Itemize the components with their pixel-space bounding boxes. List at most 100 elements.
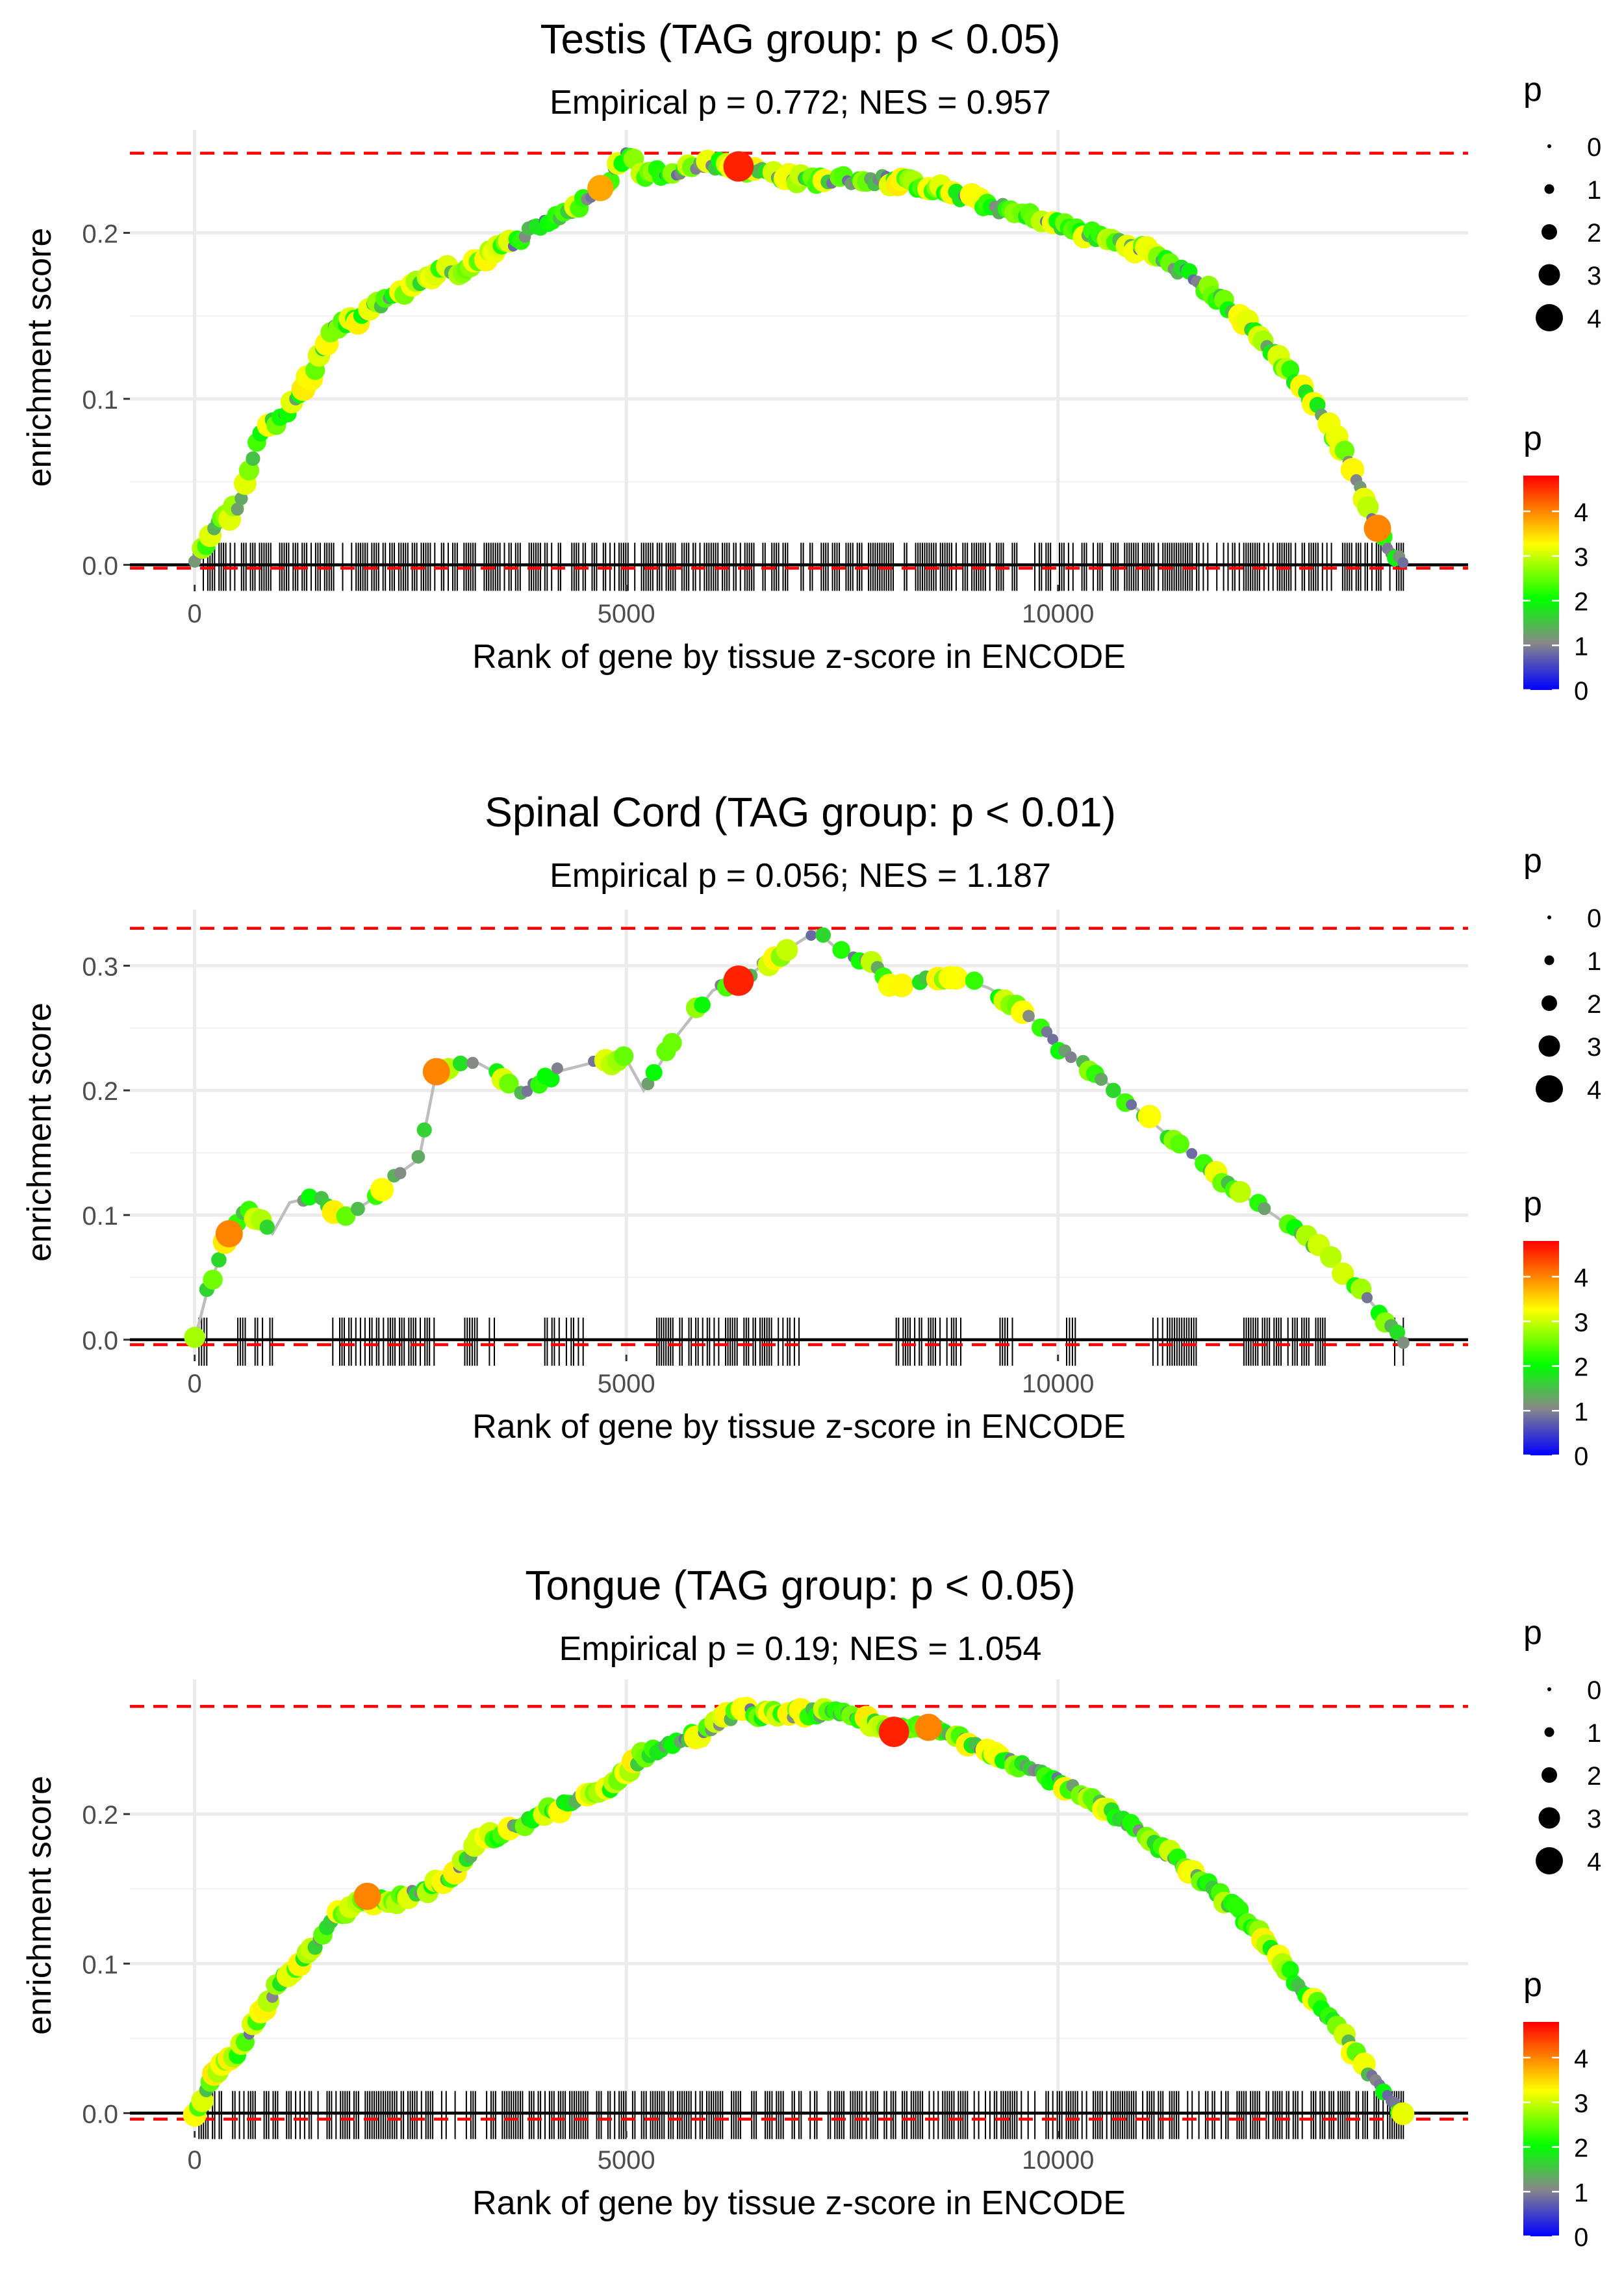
gene-point bbox=[184, 1327, 206, 1348]
gene-point bbox=[965, 971, 983, 990]
color-legend-label: 4 bbox=[1574, 2045, 1588, 2073]
color-legend-label: 0 bbox=[1574, 1442, 1588, 1471]
y-tick-label: 0.0 bbox=[82, 1327, 118, 1355]
size-legend-label: 0 bbox=[1587, 133, 1601, 162]
gene-point bbox=[1258, 1202, 1271, 1216]
gene-point bbox=[1357, 496, 1379, 518]
color-legend-title: p bbox=[1523, 1185, 1542, 1223]
gene-point bbox=[1022, 1010, 1035, 1023]
chart-panel-2: Spinal Cord (TAG group: p < 0.01) Empiric… bbox=[21, 789, 1601, 1471]
gene-point bbox=[832, 941, 850, 959]
gene-point bbox=[336, 1206, 356, 1226]
gene-point bbox=[1186, 1148, 1198, 1159]
gene-point bbox=[416, 1122, 432, 1138]
size-legend-label: 3 bbox=[1587, 262, 1601, 290]
color-legend-label: 3 bbox=[1574, 2089, 1588, 2118]
color-legend-label: 3 bbox=[1574, 1309, 1588, 1337]
gene-point bbox=[1047, 1034, 1059, 1045]
gene-point bbox=[944, 966, 968, 990]
color-legend-label: 0 bbox=[1574, 677, 1588, 706]
y-tick-label: 0.2 bbox=[82, 220, 118, 248]
chart-title: Tongue (TAG group: p < 0.05) bbox=[525, 1562, 1075, 1609]
chart-subtitle: Empirical p = 0.056; NES = 1.187 bbox=[550, 857, 1051, 895]
y-tick-label: 0.3 bbox=[82, 952, 118, 981]
color-legend-title: p bbox=[1523, 1966, 1542, 2004]
x-tick-label: 0 bbox=[188, 600, 202, 628]
gene-point bbox=[1361, 1292, 1373, 1303]
y-axis-label: enrichment score bbox=[21, 1776, 58, 2035]
highlight-gene-point bbox=[915, 1713, 943, 1741]
color-legend-label: 1 bbox=[1574, 2178, 1588, 2207]
y-tick-label: 0.0 bbox=[82, 552, 118, 580]
chart-panel-3: Tongue (TAG group: p < 0.05) Empirical p … bbox=[21, 1562, 1601, 2252]
gene-point bbox=[614, 1046, 634, 1066]
gene-point bbox=[1095, 1073, 1108, 1086]
color-legend-label: 4 bbox=[1574, 1264, 1588, 1292]
gene-point bbox=[1065, 1051, 1077, 1064]
highlight-gene-point bbox=[723, 965, 754, 996]
color-legend-title: p bbox=[1523, 420, 1542, 457]
gene-point bbox=[211, 1252, 227, 1268]
gene-rank-ticks bbox=[203, 543, 1404, 591]
size-legend-key bbox=[1547, 915, 1551, 919]
y-axis-label: enrichment score bbox=[21, 1003, 58, 1262]
enrichment-points bbox=[183, 1696, 1415, 2127]
gene-point bbox=[815, 927, 831, 943]
highlight-gene-point bbox=[353, 1882, 381, 1910]
color-legend-label: 1 bbox=[1574, 632, 1588, 661]
size-legend-key bbox=[1547, 1687, 1551, 1691]
x-axis-label: Rank of gene by tissue z-score in ENCODE bbox=[472, 2184, 1126, 2222]
size-legend-title: p bbox=[1523, 842, 1542, 880]
x-axis-label: Rank of gene by tissue z-score in ENCODE bbox=[472, 1408, 1126, 1446]
gene-point bbox=[370, 1177, 394, 1202]
gene-point bbox=[1320, 1246, 1342, 1268]
highlight-gene-point bbox=[422, 1058, 450, 1086]
enrichment-line bbox=[193, 928, 1405, 1341]
x-axis-label: Rank of gene by tissue z-score in ENCODE bbox=[472, 638, 1126, 676]
size-legend-key bbox=[1542, 224, 1557, 240]
size-legend-title: p bbox=[1523, 71, 1542, 109]
color-legend-label: 2 bbox=[1574, 588, 1588, 617]
gene-point bbox=[806, 930, 817, 941]
x-tick-label: 10000 bbox=[1022, 1370, 1094, 1398]
y-tick-label: 0.1 bbox=[82, 1950, 118, 1979]
gene-point bbox=[235, 492, 248, 505]
gene-point bbox=[1137, 1105, 1161, 1129]
x-tick-label: 5000 bbox=[598, 1370, 655, 1398]
size-legend-label: 2 bbox=[1587, 219, 1601, 248]
enrichment-points bbox=[184, 927, 1410, 1349]
size-legend-label: 1 bbox=[1587, 1719, 1601, 1748]
size-legend-label: 4 bbox=[1587, 305, 1601, 333]
size-legend: p 0 1 2 3 4 bbox=[1523, 71, 1601, 333]
size-legend-label: 3 bbox=[1587, 1805, 1601, 1833]
size-legend-key bbox=[1542, 995, 1557, 1011]
gene-point bbox=[1397, 1336, 1410, 1349]
gene-point bbox=[694, 996, 711, 1014]
size-legend-label: 2 bbox=[1587, 1762, 1601, 1791]
color-legend-label: 0 bbox=[1574, 2223, 1588, 2252]
color-legend-bar bbox=[1523, 1241, 1559, 1455]
gene-rank-ticks bbox=[198, 2091, 1404, 2140]
x-tick-label: 0 bbox=[188, 1370, 202, 1398]
y-tick-label: 0.2 bbox=[82, 1801, 118, 1830]
color-legend-label: 3 bbox=[1574, 543, 1588, 572]
size-legend-key bbox=[1536, 304, 1563, 331]
gene-point bbox=[776, 939, 798, 962]
x-tick-label: 5000 bbox=[598, 2146, 655, 2175]
gene-point bbox=[394, 1167, 407, 1179]
chart-title: Spinal Cord (TAG group: p < 0.01) bbox=[485, 789, 1116, 836]
color-legend-label: 1 bbox=[1574, 1398, 1588, 1426]
gene-point bbox=[1170, 1134, 1189, 1154]
gene-point bbox=[301, 1188, 318, 1206]
gene-point bbox=[645, 1064, 663, 1081]
chart-title: Testis (TAG group: p < 0.05) bbox=[540, 16, 1061, 62]
size-legend-label: 4 bbox=[1587, 1848, 1601, 1876]
y-tick-label: 0.2 bbox=[82, 1077, 118, 1106]
size-legend-label: 1 bbox=[1587, 176, 1601, 205]
gene-point bbox=[231, 502, 244, 516]
chart-subtitle: Empirical p = 0.772; NES = 0.957 bbox=[550, 84, 1051, 121]
gene-point bbox=[1334, 441, 1355, 461]
size-legend-key bbox=[1538, 1035, 1560, 1057]
gene-point bbox=[551, 1062, 563, 1075]
